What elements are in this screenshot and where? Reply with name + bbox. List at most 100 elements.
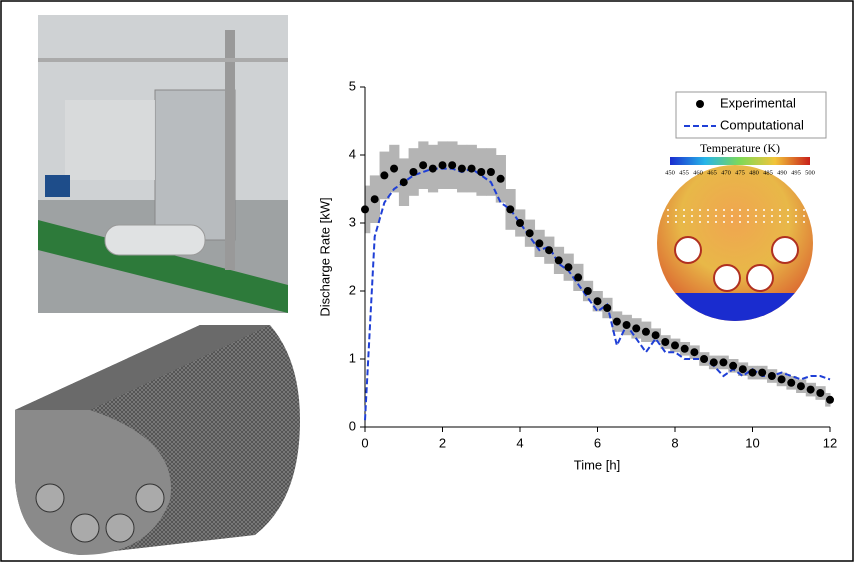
inset-node [763, 221, 765, 223]
x-tick-label: 2 [439, 435, 446, 450]
colorbar-tick-label: 470 [721, 169, 731, 176]
experimental-point [399, 178, 408, 187]
experimental-point [525, 229, 534, 238]
experimental-point [719, 358, 728, 367]
experimental-point [545, 246, 554, 255]
experimental-point [438, 161, 447, 170]
x-tick-label: 0 [361, 435, 368, 450]
inset-node [707, 209, 709, 211]
inset-node [723, 221, 725, 223]
experimental-point [748, 368, 757, 377]
inset-node [699, 221, 701, 223]
experimental-point [661, 338, 670, 346]
experimental-point [632, 324, 641, 333]
inset-node [771, 209, 773, 211]
inset-title: Temperature (K) [700, 141, 780, 155]
inset-node [675, 209, 677, 211]
experimental-point [729, 361, 738, 370]
experimental-point [826, 395, 834, 404]
experimental-point [738, 365, 747, 374]
inset-tube [771, 236, 799, 264]
y-axis-label: Discharge Rate [kW] [317, 197, 332, 316]
experimental-point [516, 219, 524, 227]
inset-node [771, 221, 773, 223]
inset-node [723, 215, 725, 217]
experimental-point [796, 382, 805, 391]
experimental-point [612, 317, 621, 326]
inset-node [667, 209, 669, 211]
experimental-point [370, 195, 379, 204]
inset-tube [674, 236, 702, 264]
experimental-point [496, 174, 505, 183]
experimental-point [506, 205, 515, 214]
inset-node [707, 215, 709, 217]
inset-node [739, 215, 741, 217]
inset-node [779, 221, 781, 223]
experimental-point [709, 358, 718, 367]
inset-node [755, 215, 757, 217]
mesh-model [15, 325, 300, 555]
colorbar-tick-label: 475 [735, 169, 745, 176]
colorbar-tick-label: 465 [707, 169, 717, 176]
legend-box [675, 91, 827, 139]
experimental-point [564, 263, 573, 272]
legend-marker [696, 100, 704, 108]
inset-node [683, 209, 685, 211]
inset-node [691, 221, 693, 223]
inset-node [675, 221, 677, 223]
inset-node [739, 209, 741, 211]
inset-node [771, 215, 773, 217]
inset-node [683, 221, 685, 223]
inset-node [731, 221, 733, 223]
inset-node [787, 221, 789, 223]
inset-node [747, 215, 749, 217]
y-tick-label: 4 [349, 146, 356, 161]
x-tick-label: 4 [516, 435, 523, 450]
y-tick-label: 1 [349, 350, 356, 365]
experimental-point [409, 168, 418, 176]
inset-node [699, 215, 701, 217]
experimental-point [457, 164, 466, 173]
experimental-point [758, 368, 767, 377]
y-tick-label: 5 [349, 78, 356, 93]
colorbar [670, 157, 810, 165]
legend-label: Experimental [720, 95, 796, 110]
inset-node [731, 209, 733, 211]
inset-node [699, 209, 701, 211]
inset-node [755, 221, 757, 223]
inset-node [747, 209, 749, 211]
colorbar-tick-label: 450 [665, 169, 675, 176]
inset-cold-zone [657, 293, 813, 321]
colorbar-tick-label: 480 [749, 169, 759, 176]
plot: Time [h] Discharge Rate [kW] [317, 197, 620, 472]
experimental-point [816, 389, 825, 397]
experimental-point [554, 256, 563, 265]
experimental-point [390, 164, 399, 173]
experimental-point [448, 161, 457, 170]
inset-disc [657, 165, 813, 321]
inset-node [739, 221, 741, 223]
inset-node [795, 209, 797, 211]
inset-node [675, 215, 677, 217]
experimental-point [486, 168, 495, 176]
inset-node [707, 221, 709, 223]
inset-node [803, 209, 805, 211]
inset-node [795, 221, 797, 223]
x-tick-label: 12 [823, 435, 837, 450]
inset: Temperature (K) 450 455 460 465 470 475 480 485 4… [657, 141, 815, 321]
experimental-point [787, 378, 796, 387]
inset-node [715, 209, 717, 211]
inset-node [803, 215, 805, 217]
legend: Experimental Computational [675, 91, 827, 139]
experimental-point [806, 385, 815, 394]
inset-node [715, 221, 717, 223]
experimental-point [641, 327, 650, 336]
inset-node [691, 215, 693, 217]
colorbar-tick-label: 455 [679, 169, 689, 176]
y-tick-label: 3 [349, 214, 356, 229]
inset-node [667, 215, 669, 217]
inset-node [763, 209, 765, 211]
colorbar-tick-label: 460 [693, 169, 703, 176]
